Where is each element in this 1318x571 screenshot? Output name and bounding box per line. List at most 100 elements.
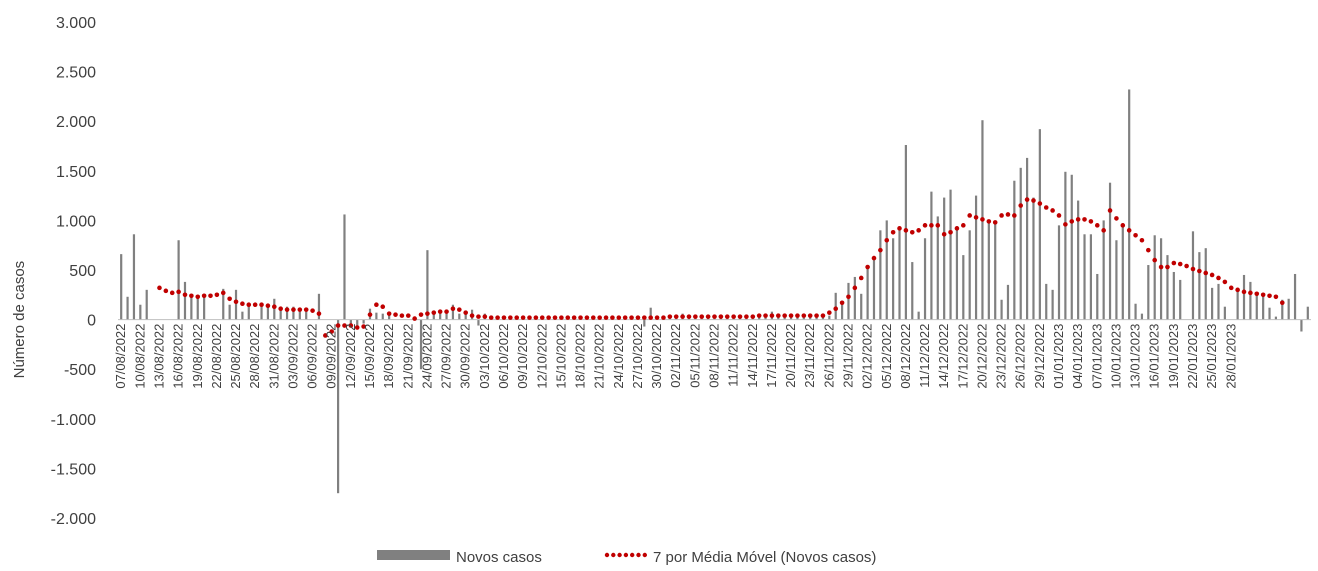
bar <box>139 304 142 320</box>
bar <box>375 312 378 320</box>
legend-swatch-dot <box>604 552 610 558</box>
moving-average-point <box>973 215 979 220</box>
legend-line-swatch <box>604 552 647 558</box>
bar <box>362 319 365 324</box>
moving-average-point <box>431 310 437 315</box>
moving-average-point <box>769 313 775 318</box>
x-tick-label: 07/08/2022 <box>113 324 128 389</box>
bar <box>196 296 199 320</box>
bar <box>879 230 882 320</box>
bar <box>1159 238 1163 320</box>
y-tick-label: 0 <box>87 313 96 330</box>
x-tick-label: 12/09/2022 <box>343 324 358 389</box>
bar <box>1287 298 1290 320</box>
bar <box>866 266 869 320</box>
x-tick-label: 26/12/2022 <box>1013 324 1028 389</box>
bar <box>1089 234 1092 320</box>
moving-average-point <box>1101 228 1106 233</box>
bar <box>1064 171 1067 320</box>
bar <box>1268 307 1271 320</box>
moving-average-point <box>565 315 571 320</box>
moving-average-point <box>1209 272 1215 278</box>
bar <box>764 316 767 320</box>
moving-average-point <box>437 309 443 314</box>
moving-average-point <box>795 313 800 318</box>
moving-average-point <box>1050 208 1055 213</box>
bar <box>1249 281 1252 320</box>
moving-average-point <box>1012 213 1017 218</box>
x-tick-label: 09/10/2022 <box>515 324 530 389</box>
x-tick-label: 26/11/2022 <box>821 324 836 388</box>
y-tick-label: -1.500 <box>51 461 96 478</box>
moving-average-point <box>712 314 717 319</box>
bar <box>955 230 959 320</box>
moving-average-point <box>980 217 985 222</box>
x-tick-label: 06/09/2022 <box>305 324 320 389</box>
moving-average-point <box>897 226 902 231</box>
bar <box>962 255 965 320</box>
bar <box>1026 157 1029 320</box>
bar <box>1032 197 1035 320</box>
bar <box>1147 265 1150 320</box>
moving-average-point <box>386 311 392 316</box>
moving-average-point <box>603 315 609 320</box>
bar <box>305 311 308 320</box>
moving-average-point <box>176 289 181 295</box>
x-tick-label: 21/09/2022 <box>400 324 415 389</box>
moving-average-point <box>259 302 264 308</box>
moving-average-point <box>278 306 283 311</box>
moving-average-point <box>693 314 698 319</box>
bar <box>949 189 952 320</box>
moving-average-point <box>820 313 826 318</box>
moving-average-point <box>846 294 851 300</box>
moving-average-point <box>1216 275 1221 281</box>
bar <box>458 313 461 320</box>
bar <box>1179 279 1182 320</box>
bar <box>432 310 435 320</box>
x-tick-label: 23/11/2022 <box>802 324 817 388</box>
moving-average-point <box>316 311 322 316</box>
moving-average-point <box>1114 216 1119 221</box>
x-tick-label: 08/11/2022 <box>707 324 722 388</box>
moving-average-point <box>1024 197 1030 202</box>
moving-average-point <box>967 213 972 218</box>
moving-average-point <box>310 308 315 313</box>
x-tick-label: 22/01/2023 <box>1185 324 1200 389</box>
moving-average-point <box>227 296 232 302</box>
moving-average-point <box>1005 212 1011 217</box>
moving-average-point <box>297 307 303 312</box>
x-tick-label: 10/08/2022 <box>132 324 147 389</box>
moving-average-point <box>654 315 660 320</box>
bar <box>132 234 136 320</box>
moving-average-point <box>1018 203 1024 208</box>
moving-average-point <box>1235 287 1240 293</box>
bar <box>1255 293 1258 320</box>
moving-average-point <box>571 315 577 320</box>
x-tick-label: 11/11/2022 <box>726 324 741 387</box>
moving-average-point <box>1107 208 1113 213</box>
bar <box>1077 200 1080 320</box>
moving-average-point <box>1197 268 1202 274</box>
bar <box>426 250 429 320</box>
moving-average-point <box>999 213 1004 218</box>
bar <box>381 313 384 320</box>
moving-average-point <box>871 255 877 261</box>
moving-average-point <box>163 288 169 294</box>
moving-average-point <box>469 313 475 318</box>
moving-average-point <box>616 315 622 320</box>
moving-average-point <box>1031 198 1036 203</box>
bar <box>834 292 837 320</box>
moving-average-point <box>546 315 551 320</box>
moving-average-point <box>1165 264 1170 270</box>
moving-average-point <box>214 292 220 298</box>
moving-average-point <box>929 223 934 228</box>
bar <box>1121 224 1124 320</box>
y-tick-label: 2.500 <box>56 65 96 82</box>
moving-average-point <box>444 309 449 314</box>
bar <box>885 220 888 320</box>
bar <box>126 296 129 320</box>
bar <box>1096 273 1099 320</box>
moving-average-point <box>1254 291 1260 297</box>
bar <box>1300 319 1303 332</box>
x-tick-label: 03/10/2022 <box>477 324 492 389</box>
